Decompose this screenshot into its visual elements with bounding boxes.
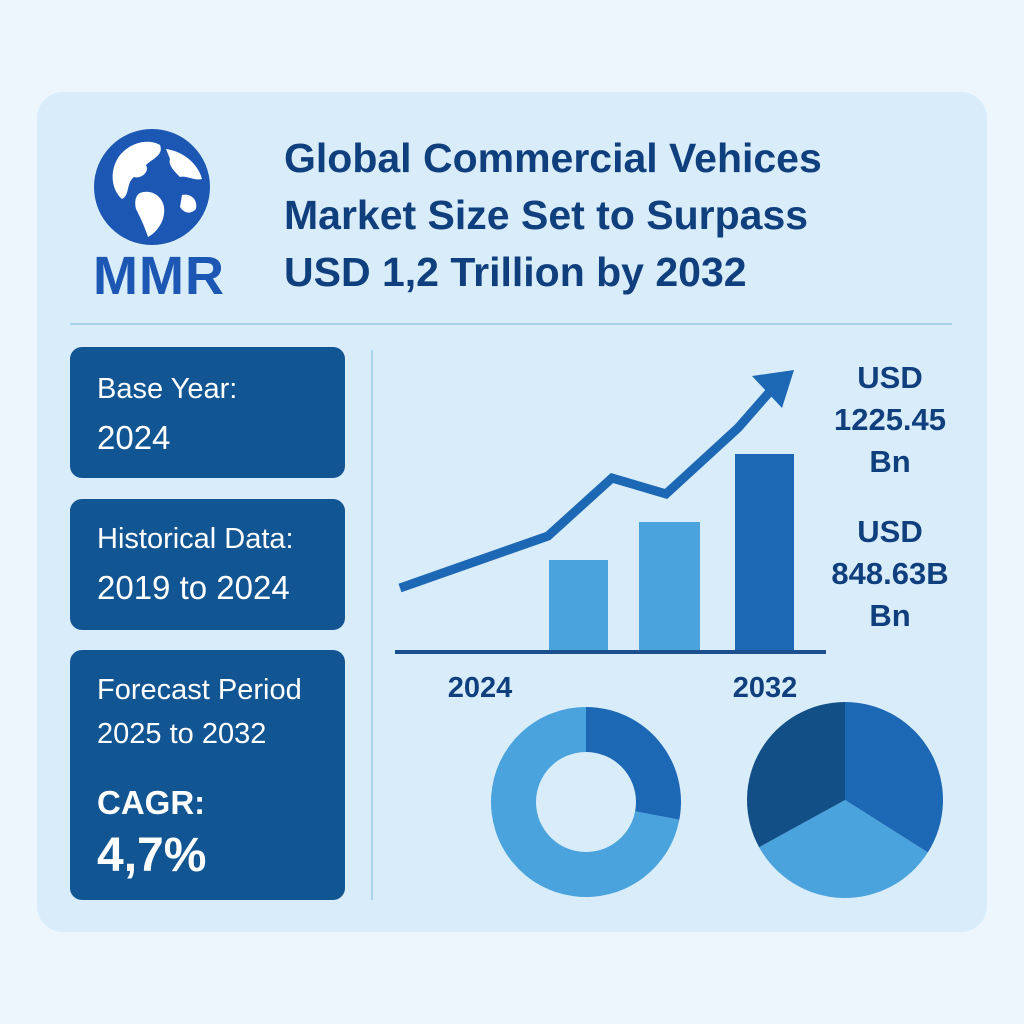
bars-group bbox=[549, 454, 794, 650]
pie-chart bbox=[747, 702, 943, 899]
historical-data-label: Historical Data: bbox=[97, 523, 294, 555]
pie-slice-3 bbox=[747, 702, 845, 848]
trend-group bbox=[398, 370, 794, 593]
pie-slice-1 bbox=[845, 702, 943, 853]
historical-data-box: Historical Data: 2019 to 2024 bbox=[70, 499, 345, 630]
value-label-2024-line-2: 848.63B bbox=[831, 556, 949, 591]
value-label-2032-line-2: 1225.45 bbox=[833, 402, 947, 437]
forecast-period-label: Forecast Period bbox=[97, 674, 302, 706]
title-line-3: USD 1,2 Trillion by 2032 bbox=[284, 249, 747, 295]
value-label-2032-line-1: USD bbox=[857, 360, 923, 395]
value-label-2024-line-1: USD bbox=[857, 514, 923, 549]
donut-chart bbox=[491, 707, 681, 897]
forecast-box: Forecast Period 2025 to 2032 CAGR: 4,7% bbox=[70, 650, 345, 900]
vertical-divider bbox=[371, 350, 373, 900]
forecast-period-value: 2025 to 2032 bbox=[97, 718, 267, 750]
title-line-2: Market Size Set to Surpass bbox=[284, 192, 809, 238]
bar-3 bbox=[735, 454, 794, 650]
title-line-1: Global Commercial Vehices bbox=[284, 135, 822, 181]
historical-data-value: 2019 to 2024 bbox=[97, 569, 290, 606]
value-label-2032-line-3: Bn bbox=[869, 444, 911, 479]
logo-text: MMR bbox=[93, 246, 225, 306]
x-tick-2032: 2032 bbox=[733, 672, 798, 704]
donut-hole bbox=[536, 752, 636, 852]
page-title: Global Commercial Vehices Market Size Se… bbox=[284, 130, 924, 301]
base-year-value: 2024 bbox=[97, 419, 171, 456]
value-label-2032: USD 1225.45 Bn bbox=[815, 357, 965, 483]
globe-icon bbox=[94, 129, 210, 245]
trend-arrow-head bbox=[752, 370, 794, 408]
bar-1 bbox=[549, 560, 608, 650]
mmr-logo: MMR bbox=[78, 125, 238, 306]
cagr-label: CAGR: bbox=[97, 784, 206, 821]
value-label-2024-line-3: Bn bbox=[869, 598, 911, 633]
cagr-value: 4,7% bbox=[97, 829, 207, 882]
base-year-box: Base Year: 2024 bbox=[70, 347, 345, 478]
bar-2 bbox=[639, 522, 700, 650]
trend-line bbox=[398, 377, 784, 593]
horizontal-divider bbox=[70, 323, 952, 325]
value-label-2024: USD 848.63B Bn bbox=[815, 511, 965, 637]
base-year-label: Base Year: bbox=[97, 373, 238, 405]
x-tick-2024: 2024 bbox=[448, 672, 513, 704]
pie-slice-2 bbox=[759, 800, 928, 899]
